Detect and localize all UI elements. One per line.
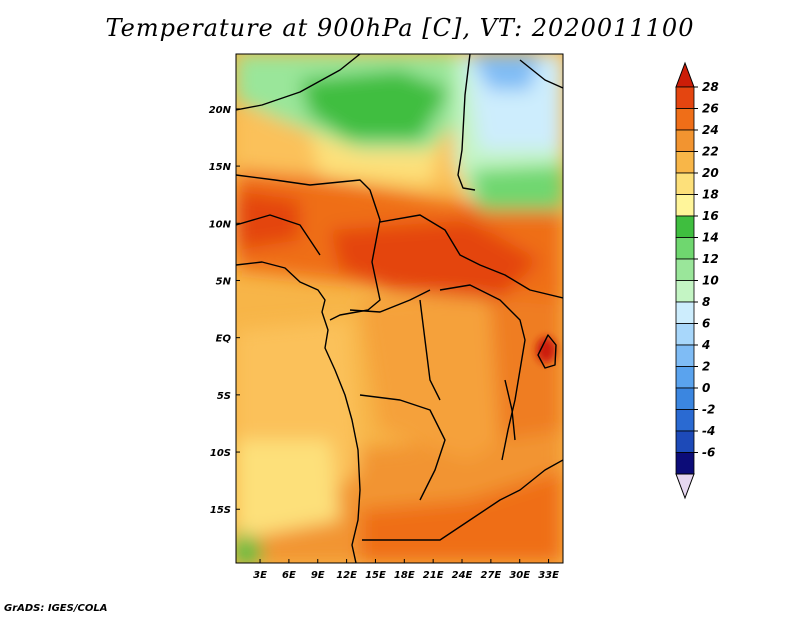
temperature-field [236,54,563,563]
colorbar-segment [675,194,695,217]
y-tick-label: EQ [216,334,232,345]
x-axis: 3E 6E 9E 12E 15E 18E 21E 24E 27E 30E 33E [253,559,559,581]
colorbar-segment [675,86,695,109]
map-frame [235,53,564,564]
y-tick-label: 10S [210,448,231,459]
colorbar-segment [675,280,695,303]
colorbar-label: 12 [702,252,719,266]
colorbar-segment [675,215,695,238]
colorbar-label: 26 [702,102,719,116]
colorbar-label: 18 [702,188,719,202]
colorbar-label: 24 [702,123,719,137]
chart-title: Temperature at 900hPa [C], VT: 202001110… [105,14,695,42]
x-tick-label: 27E [480,570,501,581]
y-tick-label: 20N [209,105,232,116]
y-tick-label: 10N [209,219,232,230]
colorbar-segment [675,409,695,432]
colorbar-segment [675,258,695,281]
colorbar-segment [675,151,695,174]
colorbar-label: 28 [702,80,719,94]
x-tick-label: 12E [336,570,357,581]
colorbar-label: 0 [702,381,710,395]
colorbar-label: 22 [702,145,719,159]
colorbar-segment [675,129,695,152]
colorbar-segment [675,108,695,131]
colorbar-label: 10 [702,274,719,288]
colorbar-segment [675,430,695,453]
colorbar-bottom-arrow [675,473,695,500]
y-tick-label: 5S [217,391,231,402]
colorbar-segment [675,452,695,475]
x-tick-label: 3E [253,570,267,581]
credit-text: GrADS: IGES/COLA [4,603,108,614]
colorbar-label: -4 [702,424,715,438]
x-tick-label: 33E [538,570,559,581]
colorbar-label: 6 [702,317,710,331]
x-tick-label: 30E [509,570,530,581]
colorbar-label: 2 [702,360,710,374]
colorbar-label: -2 [702,403,715,417]
colorbar-segment [675,172,695,195]
x-tick-label: 15E [365,570,386,581]
x-tick-label: 9E [311,570,325,581]
y-tick-label: 15N [209,162,232,173]
colorbar-label: 16 [702,209,719,223]
colorbar-label: 14 [702,231,719,245]
y-tick-label: 5N [216,276,232,287]
colorbar-segment [675,301,695,324]
colorbar-segment [675,366,695,389]
x-tick-label: 24E [452,570,473,581]
x-tick-label: 21E [423,570,444,581]
colorbar-label: -6 [702,446,715,460]
colorbar-segment [675,344,695,367]
colorbar-segment [675,323,695,346]
colorbar-label: 20 [702,166,719,180]
y-tick-label: 15S [210,505,231,516]
colorbar-segment [675,237,695,260]
y-axis: 20N 15N 10N 5N EQ 5S 10S 15S [209,105,240,516]
x-tick-label: 6E [282,570,296,581]
colorbar-label: 4 [701,338,710,352]
coastlines [236,54,563,563]
colorbar-label: 8 [702,295,710,309]
colorbar-top-arrow [675,61,695,88]
colorbar-segment [675,387,695,410]
x-tick-label: 18E [394,570,415,581]
